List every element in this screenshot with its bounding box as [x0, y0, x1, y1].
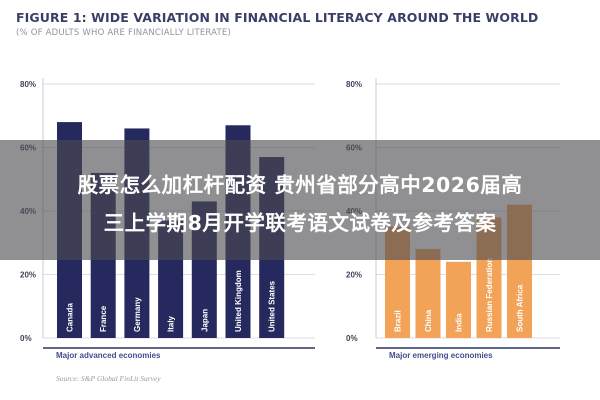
bar-label-advanced-2: Germany — [133, 297, 142, 332]
bar-label-emerging-4: South Africa — [516, 284, 525, 332]
group-label-advanced: Major advanced economies — [56, 351, 161, 360]
bar-label-emerging-2: India — [455, 313, 464, 332]
y-tick-label-advanced: 80% — [20, 80, 36, 89]
figure-title: FIGURE 1: WIDE VARIATION IN FINANCIAL LI… — [16, 10, 539, 25]
bar-label-emerging-3: Russian Federation — [485, 258, 494, 332]
watermark-overlay-band — [0, 140, 600, 260]
bar-label-advanced-0: Canada — [66, 303, 75, 332]
bar-label-advanced-5: United Kingdom — [234, 270, 243, 332]
bar-label-advanced-4: Japan — [200, 309, 209, 332]
bar-label-advanced-1: France — [99, 305, 108, 332]
figure-subtitle: (% OF ADULTS WHO ARE FINANCIALLY LITERAT… — [16, 28, 232, 38]
bar-emerging-2 — [446, 261, 471, 338]
overlay-text-line-1: 股票怎么加杠杆配资 贵州省部分高中2026届高 — [77, 173, 523, 197]
y-tick-label-advanced: 20% — [20, 271, 36, 280]
y-tick-label-emerging: 80% — [346, 80, 362, 89]
y-tick-label-emerging: 0% — [346, 334, 358, 343]
group-label-emerging: Major emerging economies — [389, 351, 493, 360]
y-tick-label-emerging: 20% — [346, 271, 362, 280]
bar-label-advanced-6: United States — [268, 280, 277, 332]
bar-label-emerging-0: Brazil — [394, 310, 403, 332]
bar-label-emerging-1: China — [424, 309, 433, 332]
source-note: Source: S&P Global FinLit Survey — [56, 374, 161, 383]
bar-label-advanced-3: Italy — [167, 315, 176, 332]
overlay-text-line-2: 三上学期8月开学联考语文试卷及参考答案 — [103, 211, 497, 235]
bar-emerging-1 — [415, 249, 441, 338]
y-tick-label-advanced: 0% — [20, 334, 32, 343]
